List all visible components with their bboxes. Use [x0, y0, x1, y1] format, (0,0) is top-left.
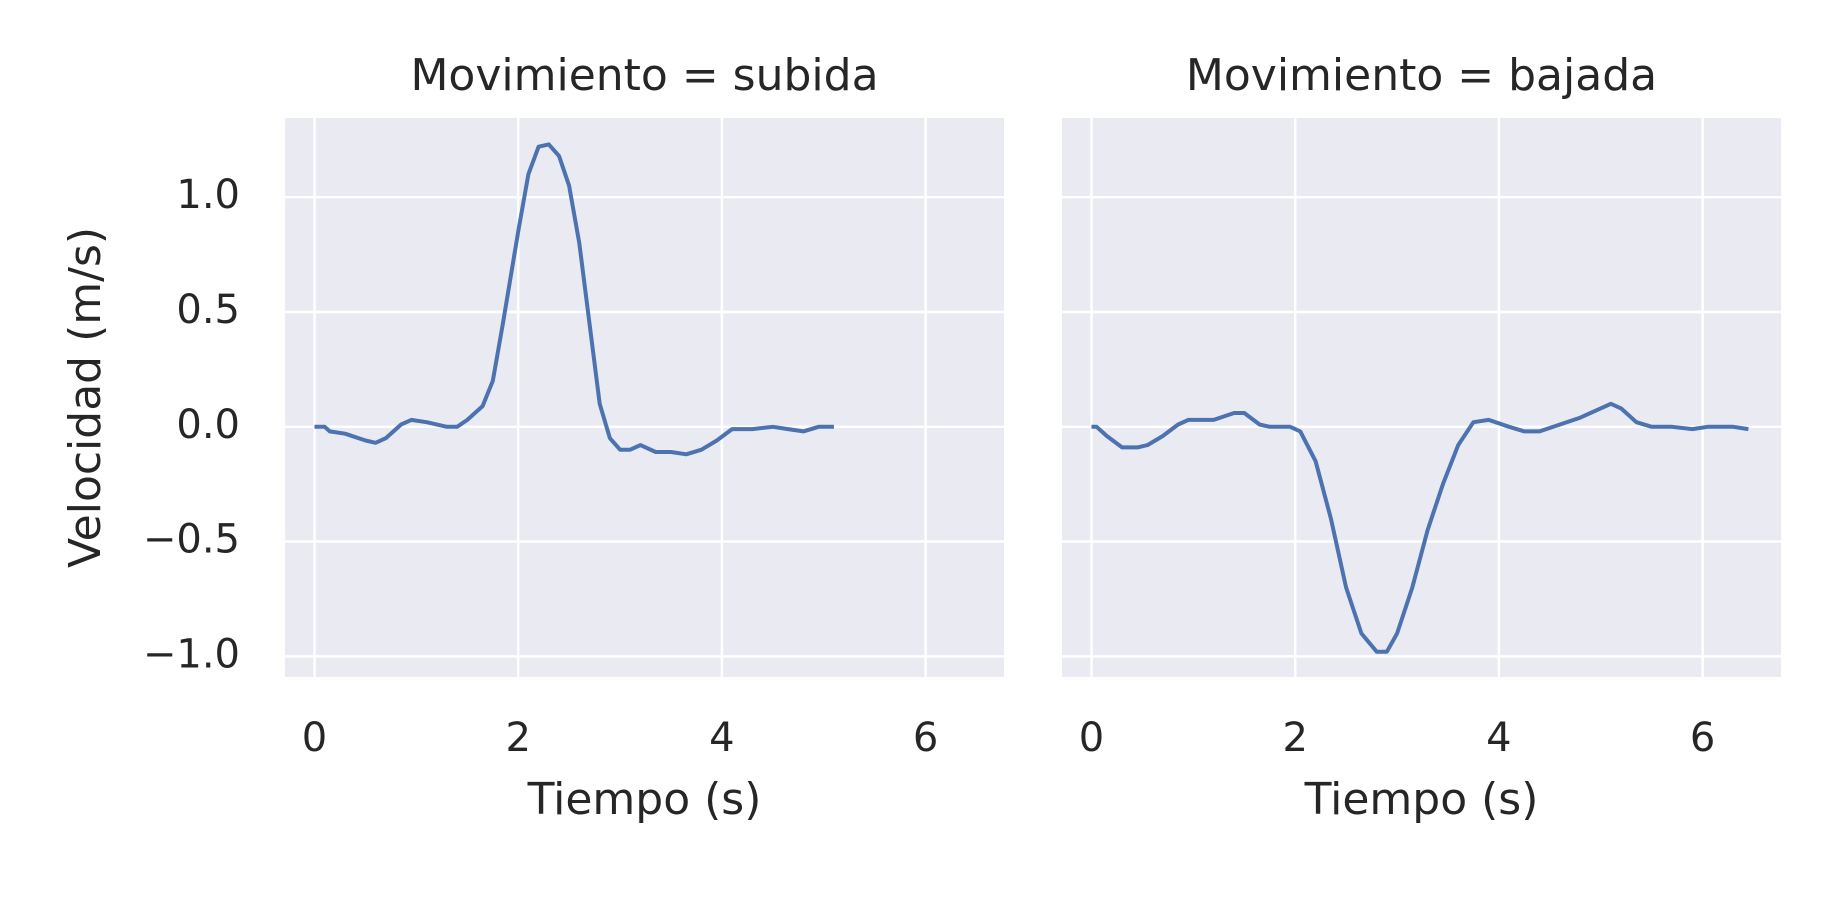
x-tick-label: 2	[1282, 715, 1307, 761]
line-series	[1091, 401, 1749, 654]
y-tick-label: 1.0	[176, 172, 240, 218]
x-tick-label: 6	[913, 715, 938, 761]
x-axis-label: Tiempo (s)	[527, 774, 762, 825]
panel-title: Movimiento = bajada	[1186, 50, 1657, 101]
y-tick-label: 0.0	[176, 402, 240, 448]
plot-area	[285, 118, 1004, 677]
x-tick-label: 2	[505, 715, 530, 761]
x-axis-label: Tiempo (s)	[1304, 774, 1539, 825]
x-tick-label: 4	[1486, 715, 1511, 761]
panel-title: Movimiento = subida	[410, 50, 878, 101]
x-tick-label: 0	[302, 715, 327, 761]
plot-area	[1062, 118, 1781, 677]
y-tick-label: −1.0	[143, 631, 240, 677]
line-series	[314, 142, 834, 457]
x-tick-label: 0	[1079, 715, 1104, 761]
y-tick-label: 0.5	[176, 287, 240, 333]
x-tick-label: 6	[1690, 715, 1715, 761]
y-axis-label: Velocidad (m/s)	[60, 227, 111, 568]
x-tick-label: 4	[709, 715, 734, 761]
y-tick-label: −0.5	[143, 517, 240, 563]
